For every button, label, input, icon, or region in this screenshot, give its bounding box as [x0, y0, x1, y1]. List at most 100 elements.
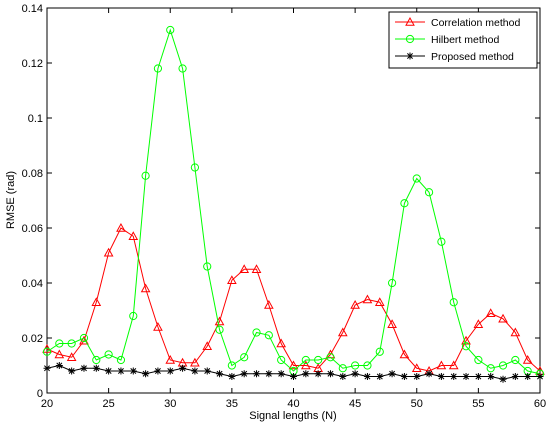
- y-tick-label: 0.06: [22, 223, 43, 235]
- circle-marker: [474, 355, 483, 365]
- triangle-marker: [473, 319, 484, 328]
- star-marker: [388, 370, 396, 378]
- circle-marker: [178, 64, 187, 73]
- triangle-marker: [350, 299, 360, 309]
- circle-marker: [55, 339, 64, 348]
- circle-marker: [412, 174, 421, 183]
- circle-marker: [301, 355, 310, 365]
- legend-label: Proposed method: [431, 51, 514, 63]
- triangle-marker: [405, 16, 415, 26]
- star-marker: [92, 364, 100, 372]
- x-tick-label: 30: [164, 398, 176, 410]
- y-tick-label: 0.02: [22, 333, 43, 345]
- circle-marker: [166, 25, 175, 35]
- circle-marker: [215, 325, 224, 334]
- series-line: [46, 28, 541, 375]
- series-triangle: [42, 222, 545, 375]
- circle-marker: [388, 278, 397, 288]
- circle-marker: [437, 237, 446, 246]
- circle-marker: [227, 361, 236, 370]
- circle-marker: [252, 328, 261, 337]
- x-tick-label: 20: [41, 398, 53, 410]
- series-star: [43, 362, 544, 383]
- circle-marker: [461, 342, 471, 351]
- star-marker: [326, 370, 334, 378]
- x-tick-label: 45: [349, 398, 361, 410]
- triangle-marker: [239, 264, 250, 273]
- star-marker: [290, 373, 297, 380]
- y-tick-label: 0.04: [22, 278, 43, 290]
- triangle-marker: [140, 283, 151, 293]
- star-marker: [253, 370, 261, 378]
- triangle-marker: [300, 360, 311, 370]
- circle-marker: [277, 355, 286, 365]
- circle-marker: [264, 331, 273, 340]
- star-marker: [499, 375, 507, 383]
- circle-marker: [190, 163, 199, 172]
- triangle-marker: [411, 363, 422, 372]
- star-marker: [474, 373, 482, 380]
- star-marker: [351, 370, 359, 378]
- star-marker: [191, 367, 199, 375]
- y-axis-label: RMSE (rad): [5, 171, 17, 229]
- circle-marker: [486, 364, 495, 373]
- star-marker: [376, 373, 384, 380]
- triangle-marker: [165, 354, 176, 364]
- triangle-marker: [227, 275, 237, 284]
- circle-marker: [116, 355, 126, 365]
- star-marker: [302, 370, 310, 378]
- star-marker: [203, 367, 211, 375]
- triangle-marker: [202, 341, 213, 350]
- star-marker: [363, 373, 371, 380]
- axis-ticks: 20 25 30 35 40 45 50 55 60 0 0.02 0.04 0.06 0.08 0.1 0.…: [22, 3, 547, 410]
- star-marker: [425, 370, 433, 378]
- circle-marker: [326, 353, 335, 362]
- legend-item: Proposed method: [395, 51, 514, 63]
- star-marker: [450, 373, 458, 380]
- circle-marker: [351, 361, 360, 370]
- circle-marker: [92, 355, 101, 365]
- triangle-marker: [510, 327, 521, 337]
- circle-marker: [129, 311, 138, 321]
- circle-marker: [338, 364, 347, 373]
- x-axis-label: Signal lengths (N): [249, 410, 336, 422]
- x-tick-label: 40: [287, 398, 299, 410]
- star-marker: [154, 367, 162, 375]
- circle-marker: [203, 262, 212, 271]
- triangle-marker: [264, 299, 274, 309]
- star-marker: [339, 373, 347, 380]
- star-marker: [55, 362, 63, 369]
- star-marker: [511, 373, 519, 380]
- star-marker: [265, 370, 273, 378]
- circle-marker: [375, 347, 384, 356]
- triangle-marker: [436, 360, 447, 370]
- triangle-marker: [374, 297, 385, 306]
- triangle-marker: [498, 313, 508, 323]
- triangle-marker: [288, 360, 299, 370]
- circle-marker: [511, 355, 520, 365]
- star-marker: [105, 367, 113, 375]
- star-marker: [68, 367, 76, 375]
- triangle-marker: [276, 338, 287, 348]
- triangle-marker: [190, 357, 200, 367]
- circle-marker: [498, 361, 508, 370]
- triangle-marker: [387, 319, 397, 328]
- y-tick-label: 0: [37, 388, 43, 400]
- star-marker: [524, 373, 532, 380]
- circle-marker: [153, 64, 163, 73]
- triangle-marker: [91, 297, 102, 306]
- circle-marker: [405, 34, 415, 44]
- legend-item: Hilbert method: [395, 34, 499, 46]
- circle-marker: [240, 353, 249, 362]
- star-marker: [117, 367, 125, 375]
- star-marker: [216, 370, 224, 378]
- star-marker: [142, 370, 150, 378]
- star-marker: [240, 370, 248, 378]
- triangle-marker: [103, 247, 114, 257]
- star-marker: [413, 373, 421, 380]
- star-marker: [437, 373, 445, 380]
- circle-marker: [424, 188, 434, 197]
- star-marker: [487, 373, 495, 380]
- star-marker: [400, 373, 408, 380]
- circle-marker: [141, 171, 150, 180]
